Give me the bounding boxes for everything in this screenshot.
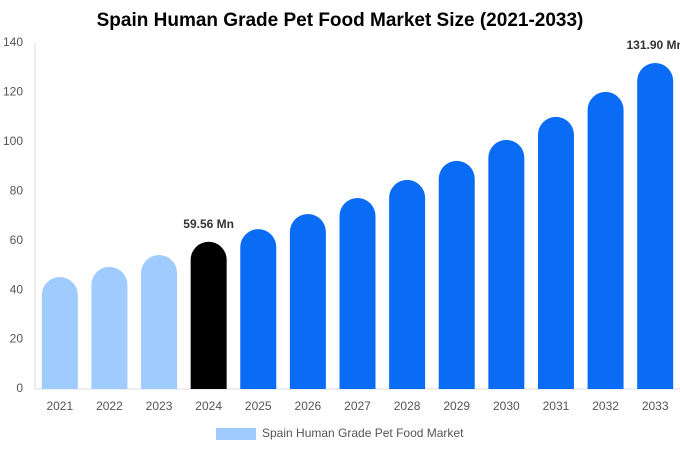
bar bbox=[240, 229, 277, 389]
y-tick-label: 120 bbox=[3, 85, 23, 99]
x-tick-label: 2023 bbox=[146, 399, 173, 413]
x-tick-label: 2028 bbox=[394, 399, 421, 413]
legend-label: Spain Human Grade Pet Food Market bbox=[262, 426, 464, 440]
legend-swatch bbox=[216, 428, 256, 440]
y-tick-label: 60 bbox=[10, 233, 24, 247]
bar bbox=[537, 116, 574, 389]
bar bbox=[91, 266, 128, 389]
x-tick-label: 2022 bbox=[96, 399, 123, 413]
bar bbox=[289, 214, 326, 389]
x-tick-label: 2031 bbox=[543, 399, 570, 413]
y-tick-label: 100 bbox=[3, 134, 23, 148]
bar bbox=[389, 179, 426, 389]
value-label: 131.90 Mn bbox=[627, 38, 680, 52]
x-tick-label: 2027 bbox=[344, 399, 371, 413]
bar bbox=[438, 160, 475, 389]
y-tick-label: 0 bbox=[16, 381, 23, 395]
chart-title: Spain Human Grade Pet Food Market Size (… bbox=[97, 10, 584, 31]
y-tick-label: 80 bbox=[10, 183, 24, 197]
x-tick-label: 2032 bbox=[592, 399, 619, 413]
bar bbox=[339, 197, 376, 389]
y-tick-label: 40 bbox=[10, 282, 24, 296]
y-tick-label: 20 bbox=[10, 332, 24, 346]
bar bbox=[587, 91, 624, 389]
bar bbox=[488, 139, 525, 389]
y-tick-label: 140 bbox=[3, 35, 23, 49]
x-tick-label: 2021 bbox=[46, 399, 73, 413]
bar bbox=[41, 277, 78, 389]
x-tick-label: 2029 bbox=[443, 399, 470, 413]
bar bbox=[190, 241, 227, 389]
x-tick-label: 2030 bbox=[493, 399, 520, 413]
x-tick-label: 2033 bbox=[642, 399, 669, 413]
bar bbox=[637, 63, 674, 389]
x-tick-label: 2024 bbox=[195, 399, 222, 413]
x-tick-label: 2025 bbox=[245, 399, 272, 413]
bar bbox=[141, 255, 178, 389]
x-tick-label: 2026 bbox=[295, 399, 322, 413]
value-label: 59.56 Mn bbox=[183, 217, 234, 231]
